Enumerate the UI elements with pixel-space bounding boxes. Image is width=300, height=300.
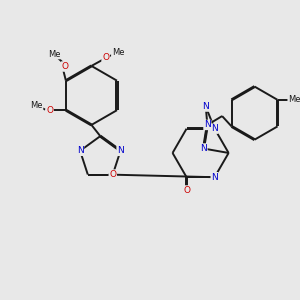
Text: N: N <box>202 102 209 111</box>
Text: N: N <box>211 124 218 133</box>
Text: O: O <box>61 62 68 71</box>
Text: Me: Me <box>30 101 43 110</box>
Text: Me: Me <box>288 95 300 104</box>
Text: O: O <box>102 53 109 62</box>
Text: O: O <box>109 170 116 179</box>
Text: Me: Me <box>48 50 60 58</box>
Text: N: N <box>211 173 218 182</box>
Text: N: N <box>200 144 207 153</box>
Text: O: O <box>183 186 190 195</box>
Text: N: N <box>204 120 211 129</box>
Text: N: N <box>117 146 124 155</box>
Text: O: O <box>46 106 53 115</box>
Text: Me: Me <box>112 48 124 57</box>
Text: N: N <box>77 146 83 155</box>
